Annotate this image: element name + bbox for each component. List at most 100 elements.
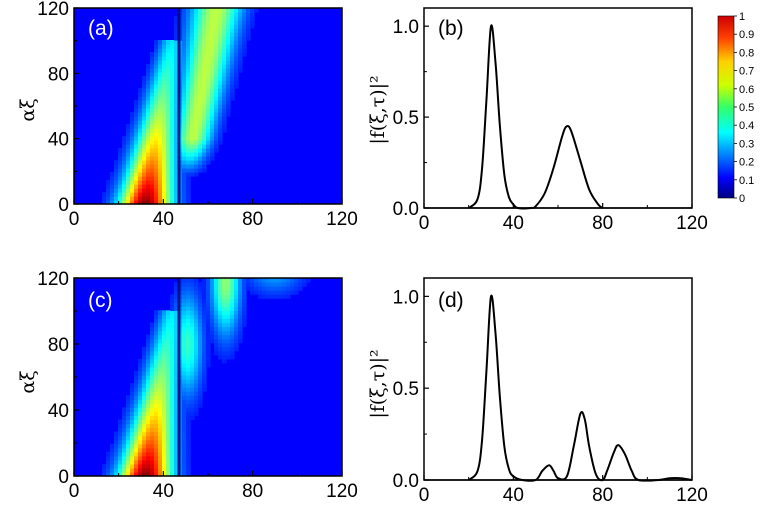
heatmap-cell [166,72,171,77]
heatmap-cell [182,152,187,157]
heatmap-cell [166,80,171,85]
heatmap-cell [182,144,187,149]
heatmap-cell [218,128,223,133]
heatmap-cell [158,471,163,477]
heatmap-cell [150,439,155,445]
heatmap-cell [138,104,143,109]
heatmap-cell [206,128,211,133]
heatmap-cell [154,80,159,85]
heatmap-cell [170,350,175,356]
heatmap-cell [186,36,191,41]
heatmap-cell [202,96,207,101]
heatmap-cell [210,108,215,113]
heatmap-cell [150,326,155,332]
heatmap-cell [198,338,203,344]
heatmap-cell [186,192,191,197]
heatmap-cell [150,64,155,69]
heatmap-cell [214,8,219,13]
heatmap-cell [138,383,143,388]
heatmap-cell [154,362,159,368]
heatmap-cell [174,52,179,57]
heatmap-cell [174,120,179,125]
heatmap-cell [206,330,211,336]
heatmap-cell [102,200,107,205]
heatmap-cell [226,350,231,356]
heatmap-cell [150,100,155,105]
heatmap-cell [174,310,179,315]
heatmap-cell [138,395,143,400]
heatmap-cell [182,140,187,145]
heatmap-cell [210,314,215,320]
heatmap-cell [242,282,247,287]
heatmap-cell [238,60,243,65]
heatmap-cell [158,144,163,149]
heatmap-cell [138,459,143,465]
heatmap-cell [206,318,211,324]
heatmap-cell [142,160,147,165]
x-tick-label: 40 [153,481,174,502]
heatmap-cell [122,148,127,153]
heatmap-cell [182,463,187,469]
heatmap-cell [186,463,191,469]
heatmap-cell [186,306,191,311]
heatmap-cell [190,322,195,328]
heatmap-cell [190,128,195,133]
heatmap-cell [194,306,199,311]
heatmap-cell [170,302,175,307]
heatmap-cell [218,286,223,291]
heatmap-cell [186,318,191,324]
heatmap-cell [214,20,219,25]
heatmap-cell [218,346,223,352]
heatmap-cell [250,8,255,13]
heatmap-cell [158,310,163,315]
heatmap-cell [206,24,211,29]
heatmap-cell [118,160,123,165]
heatmap-cell [254,278,259,283]
heatmap-cell [166,330,171,336]
heatmap-cell [190,415,195,421]
heatmap-cell [138,411,143,416]
heatmap-cell [174,200,179,205]
heatmap-cell [190,318,195,324]
heatmap-cell [154,144,159,149]
heatmap-cell [198,298,203,303]
heatmap-cell [206,152,211,157]
heatmap-cell [182,455,187,461]
heatmap-cell [202,64,207,69]
heatmap-cell [130,427,135,433]
heatmap-cell [162,120,167,125]
heatmap-cell [282,286,287,291]
panel-d-ylabel: |f(ξ,τ)|² [367,349,389,418]
heatmap-cell [206,116,211,121]
heatmap-cell [154,431,159,437]
heatmap-cell [190,399,195,404]
heatmap-cell [162,84,167,89]
heatmap-cell [218,72,223,77]
heatmap-cell [182,176,187,181]
heatmap-cell [106,196,111,201]
heatmap-cell [206,286,211,291]
heatmap-cell [226,334,231,340]
heatmap-cell [198,40,203,45]
heatmap-cell [150,136,155,141]
heatmap-cell [190,395,195,400]
heatmap-cell [170,44,175,49]
heatmap-cell [186,104,191,109]
heatmap-cell [234,302,239,307]
heatmap-cell [186,140,191,145]
heatmap-cell [150,467,155,473]
heatmap-cell [146,176,151,181]
heatmap-cell [126,455,131,461]
heatmap-cell [146,439,151,445]
heatmap-cell [134,200,139,205]
heatmap-cell [218,334,223,340]
heatmap-cell [118,184,123,189]
heatmap-cell [170,427,175,433]
heatmap-cell [190,96,195,101]
heatmap-cell [258,286,263,291]
heatmap-cell [214,112,219,117]
heatmap-cell [218,40,223,45]
heatmap-cell [154,423,159,429]
heatmap-cell [226,40,231,45]
heatmap-cell [206,104,211,109]
